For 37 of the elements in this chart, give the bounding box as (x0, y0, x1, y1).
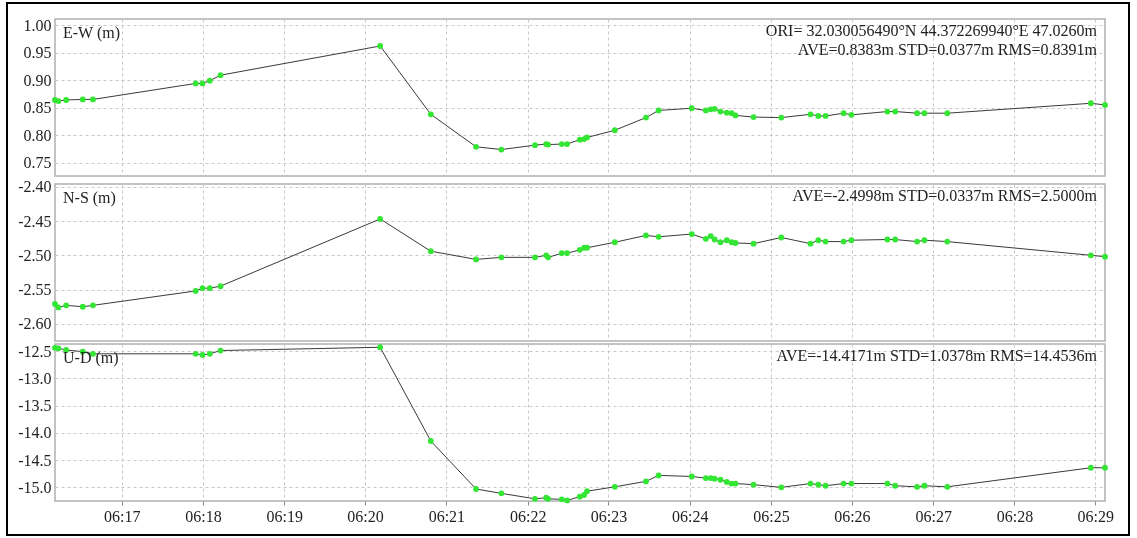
y-tick-label: -2.50 (18, 246, 52, 264)
annotation: AVE=-14.4171m STD=1.0378m RMS=14.4536m (776, 347, 1098, 364)
y-tick-label: 0.95 (23, 44, 52, 62)
y-tick-label: -14.0 (18, 424, 52, 442)
x-tick-label: 06:23 (590, 507, 628, 525)
y-tick-label: 0.90 (23, 71, 52, 89)
x-tick-label: 06:20 (347, 507, 384, 525)
annotation: AVE=0.8383m STD=0.0377m RMS=0.8391m (797, 41, 1098, 58)
y-tick-label: -12.5 (18, 342, 52, 360)
y-tick-label: 1.00 (23, 16, 52, 34)
y-tick-label: 0.75 (23, 154, 52, 172)
y-axis-title: U-D (m) (63, 349, 119, 367)
y-tick-label: -14.5 (18, 451, 52, 469)
x-tick-label: 06:26 (834, 507, 871, 525)
annotation: AVE=-2.4998m STD=0.0337m RMS=2.5000m (792, 187, 1098, 204)
y-tick-label: -2.55 (18, 281, 52, 299)
y-tick-label: 0.85 (23, 99, 52, 117)
x-tick-label: 06:27 (915, 507, 952, 525)
x-tick-label: 06:19 (266, 507, 303, 525)
x-tick-label: 06:18 (185, 507, 222, 525)
x-tick-label: 06:17 (103, 507, 141, 525)
y-tick-label: -13.5 (18, 397, 52, 415)
x-tick-label: 06:28 (996, 507, 1034, 525)
x-tick-label: 06:24 (672, 507, 709, 525)
annotation: ORI= 32.030056490°N 44.372269940°E 47.0260m (765, 22, 1098, 39)
x-tick-label: 06:25 (753, 507, 790, 525)
y-axis-title: E-W (m) (63, 24, 121, 42)
x-tick-label: 06:22 (509, 507, 547, 525)
x-tick-label: 06:21 (428, 507, 466, 525)
y-tick-label: -2.40 (18, 178, 52, 196)
y-axis-title: N-S (m) (63, 189, 116, 207)
y-tick-label: -13.0 (18, 369, 52, 387)
x-tick-label: 06:29 (1077, 507, 1114, 525)
y-tick-label: -15.0 (18, 478, 52, 496)
y-tick-label: 0.80 (23, 126, 52, 144)
y-tick-label: -2.60 (18, 315, 52, 333)
y-tick-label: -2.45 (18, 212, 52, 230)
